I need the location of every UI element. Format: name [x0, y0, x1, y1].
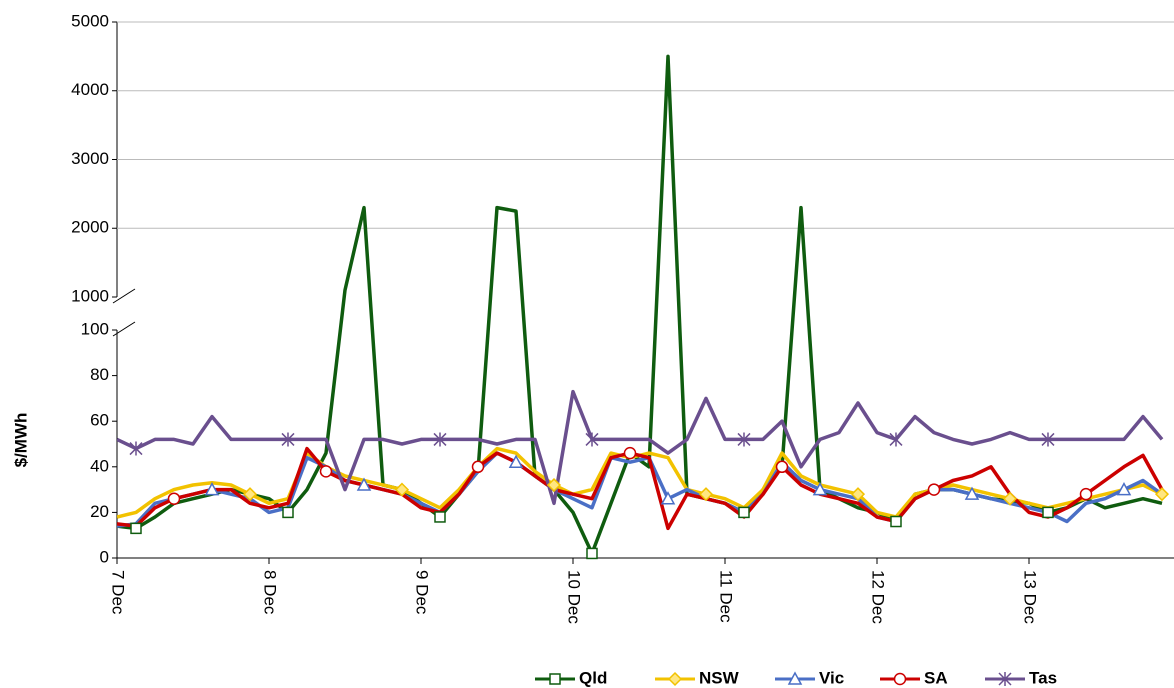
y-tick-label: 4000	[71, 80, 109, 99]
data-point	[812, 482, 828, 496]
data-point	[471, 460, 485, 474]
data-point	[1042, 506, 1054, 519]
series-line	[117, 446, 1164, 531]
x-tick-label: 13 Dec	[1021, 570, 1040, 624]
data-point	[698, 487, 714, 502]
y-tick-label: 5000	[71, 11, 109, 30]
data-point	[394, 482, 410, 497]
x-tick-label: 10 Dec	[565, 570, 584, 624]
data-point	[242, 487, 258, 502]
data-point	[737, 432, 751, 447]
series-line	[117, 389, 1164, 506]
legend-marker	[998, 672, 1012, 686]
y-axis-label: $/MWh	[11, 413, 30, 468]
legend-marker	[893, 672, 907, 686]
y-tick-label: 60	[90, 411, 109, 430]
data-point	[1041, 432, 1055, 447]
data-point	[1116, 482, 1132, 496]
data-point	[167, 492, 181, 505]
data-point	[282, 506, 294, 519]
data-point	[660, 491, 676, 505]
series-line	[117, 54, 1163, 556]
legend-marker	[787, 671, 803, 685]
data-point	[433, 432, 447, 447]
data-point	[204, 482, 220, 496]
x-tick-label: 9 Dec	[413, 570, 432, 615]
x-tick-label: 11 Dec	[717, 570, 736, 623]
y-tick-label: 1000	[71, 286, 109, 305]
data-point	[775, 460, 789, 474]
data-point	[281, 432, 295, 447]
y-tick-label: 20	[90, 502, 109, 521]
y-tick-label: 100	[81, 319, 109, 338]
legend-label: Tas	[1029, 668, 1057, 687]
data-point	[546, 477, 562, 493]
y-tick-label: 40	[90, 456, 109, 475]
data-point	[585, 432, 599, 447]
data-point	[1002, 491, 1018, 506]
y-tick-label: 80	[90, 365, 109, 384]
data-point	[850, 487, 866, 502]
y-tick-label: 3000	[71, 149, 109, 168]
data-point	[356, 477, 372, 491]
data-point	[129, 441, 143, 456]
data-point	[927, 483, 941, 496]
data-point	[434, 511, 446, 523]
data-point	[586, 547, 598, 560]
data-point	[1079, 487, 1093, 501]
x-tick-label: 8 Dec	[261, 570, 280, 615]
data-point	[964, 486, 980, 500]
data-point	[508, 454, 524, 468]
data-point	[623, 446, 637, 460]
legend-label: Vic	[819, 668, 844, 687]
data-point	[889, 432, 903, 447]
legend-marker	[667, 671, 683, 687]
data-point	[319, 465, 333, 478]
data-point	[890, 515, 902, 528]
data-point	[1154, 487, 1170, 502]
x-tick-label: 12 Dec	[869, 570, 888, 624]
legend-marker	[549, 673, 561, 685]
data-point	[130, 522, 142, 535]
y-tick-label: 2000	[71, 218, 109, 237]
x-tick-label: 7 Dec	[109, 570, 128, 615]
axis-break	[112, 288, 136, 337]
y-tick-label: 0	[100, 547, 109, 566]
legend-label: SA	[924, 668, 948, 687]
legend-label: NSW	[699, 668, 740, 687]
legend-label: Qld	[579, 668, 607, 687]
data-point	[738, 506, 750, 519]
